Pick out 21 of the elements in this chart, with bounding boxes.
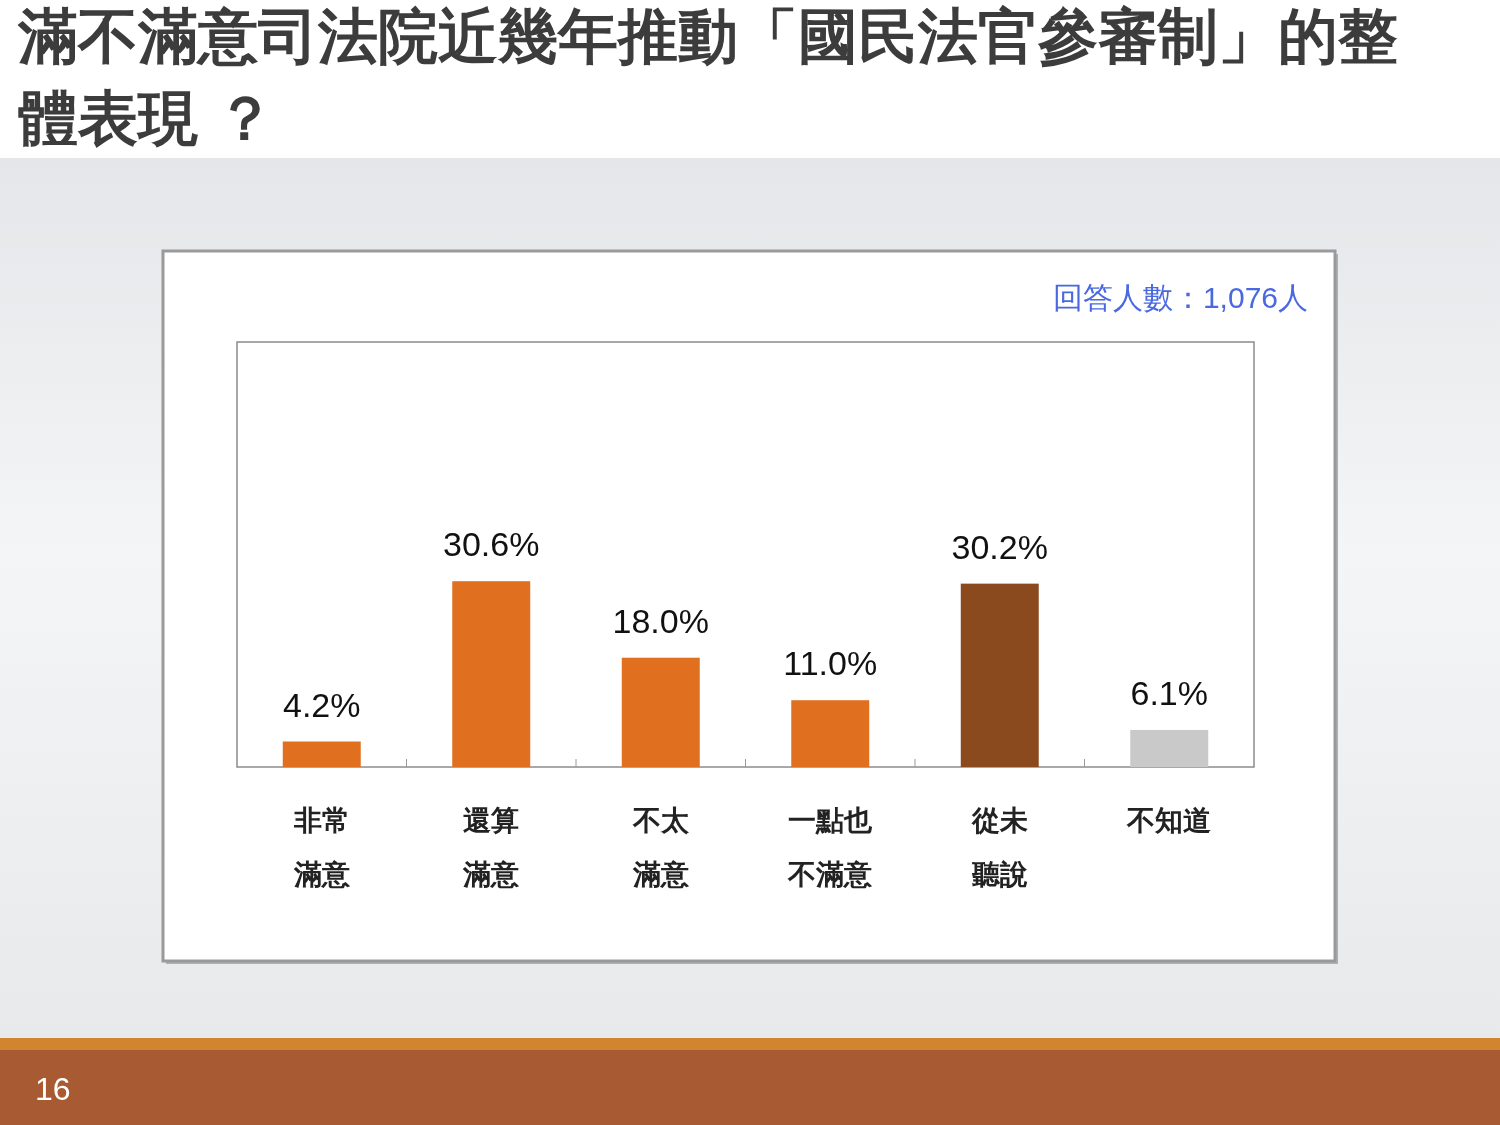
- data-label: 11.0%: [783, 644, 878, 683]
- x-tick-label: 從未聽說: [970, 805, 1028, 890]
- bar: [1130, 729, 1209, 767]
- bar: [452, 581, 531, 767]
- x-tick-label: 不太滿意: [631, 805, 690, 890]
- x-tick-label: 一點也不滿意: [787, 805, 874, 890]
- data-label: 6.1%: [1130, 673, 1208, 712]
- data-label: 4.2%: [283, 685, 361, 724]
- bar: [621, 657, 700, 767]
- data-label: 30.6%: [443, 525, 540, 564]
- data-label: 30.2%: [951, 527, 1048, 566]
- x-tick-label: 不知道: [1126, 805, 1212, 836]
- chart-title: 滿不滿意司法院近幾年推動「國民法官參審制」的整體表現 ？: [18, 2, 1399, 154]
- text: 回答人數：1,076人: [1052, 281, 1308, 314]
- data-label: 18.0%: [612, 601, 709, 640]
- bar: [960, 583, 1039, 767]
- x-tick-label: 非常滿意: [292, 805, 351, 890]
- x-tick-label: 還算滿意: [462, 805, 521, 890]
- bar: [282, 741, 361, 767]
- text: 16: [35, 1071, 71, 1107]
- bar: [791, 700, 870, 767]
